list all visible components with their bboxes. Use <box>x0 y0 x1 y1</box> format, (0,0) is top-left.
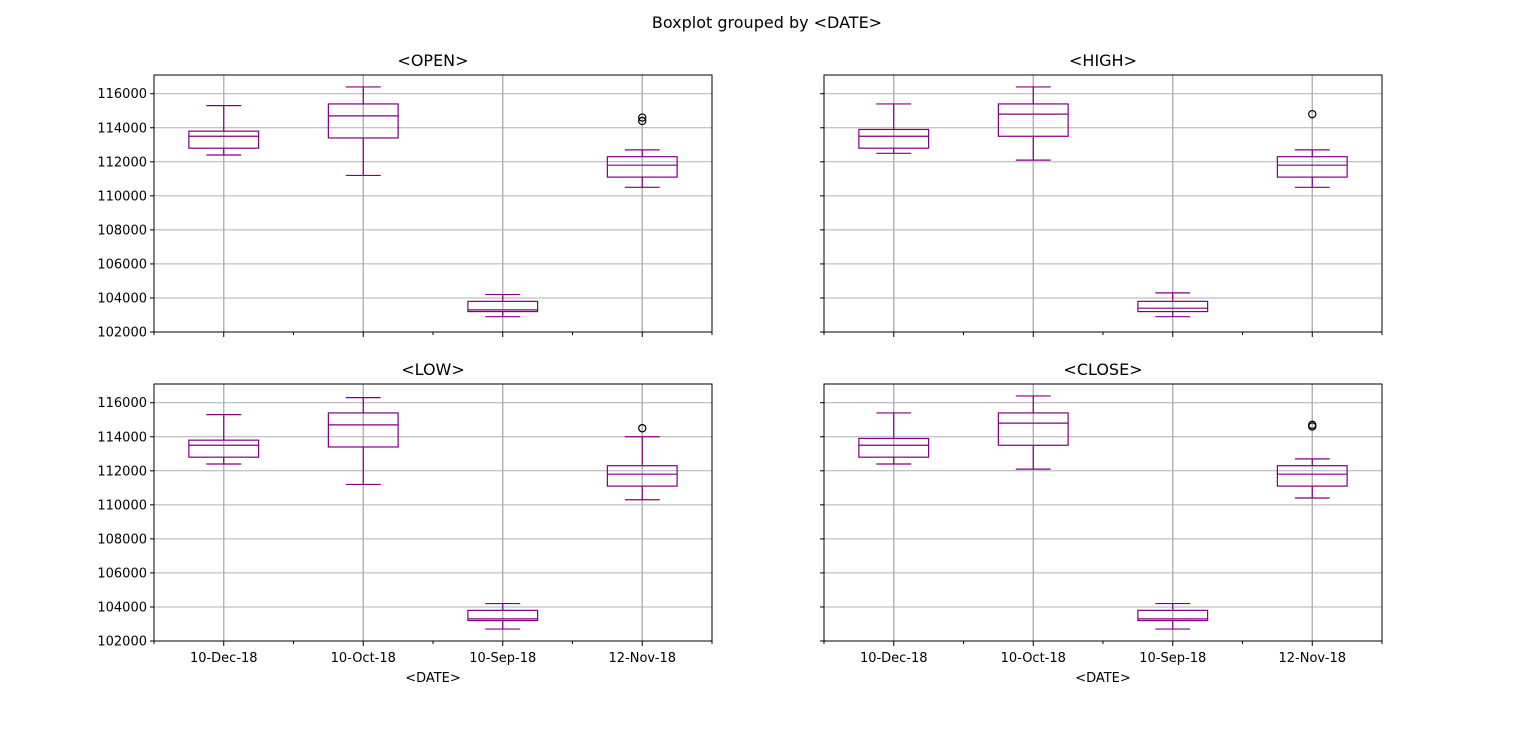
y-tick-label: 112000 <box>97 464 147 479</box>
y-tick-label: 112000 <box>97 155 147 170</box>
y-tick-label: 106000 <box>97 566 147 581</box>
box-iqr <box>327 103 399 139</box>
subplot-grid: 102000 104000 106000 108000 110000 112000 1140… <box>97 51 1383 686</box>
subplot-title: <LOW> <box>401 360 465 379</box>
box-10-Sep-18 <box>467 293 539 318</box>
box-12-Nov-18 <box>1276 420 1348 499</box>
box-10-Oct-18 <box>327 86 399 177</box>
box-12-Nov-18 <box>606 113 678 188</box>
box-10-Dec-18 <box>858 103 930 154</box>
box-10-Dec-18 <box>188 105 260 156</box>
box-10-Dec-18 <box>858 412 930 465</box>
outlier-point <box>638 424 647 433</box>
box-iqr <box>858 437 930 458</box>
outlier-point <box>1308 420 1317 430</box>
box-iqr <box>606 465 678 487</box>
y-tick-label: 108000 <box>97 532 147 547</box>
axes-frame <box>153 74 713 333</box>
subplot-3: 10-Dec-18 10-Oct-18 10-Sep-18 12-Nov-18 <CLO… <box>820 360 1383 686</box>
y-tick-label: 108000 <box>97 223 147 238</box>
box-10-Oct-18 <box>997 395 1069 470</box>
outlier-point <box>1308 109 1317 119</box>
box-10-Oct-18 <box>327 397 399 486</box>
box-iqr <box>1137 609 1209 622</box>
box-iqr <box>467 300 539 313</box>
y-tick-label: 114000 <box>97 430 147 445</box>
y-tick-label: 114000 <box>97 121 147 136</box>
box-iqr <box>188 130 260 149</box>
subplot-title: <OPEN> <box>397 51 468 70</box>
subplot-title: <CLOSE> <box>1063 360 1142 379</box>
y-tick-label: 102000 <box>97 326 147 341</box>
box-10-Oct-18 <box>997 86 1069 161</box>
subplot-0: 102000 104000 106000 108000 110000 112000 1140… <box>97 51 713 341</box>
subplot-title: <HIGH> <box>1069 51 1137 70</box>
box-10-Dec-18 <box>188 414 260 465</box>
x-tick-label: 10-Sep-18 <box>1139 651 1206 666</box>
subplot-1: <HIGH> <box>820 51 1383 337</box>
box-10-Sep-18 <box>1137 602 1209 630</box>
box-iqr <box>1276 465 1348 487</box>
axes-frame <box>823 74 1383 333</box>
outlier-point <box>638 113 647 122</box>
box-iqr <box>997 103 1069 137</box>
box-iqr <box>858 128 930 149</box>
box-10-Sep-18 <box>1137 292 1209 318</box>
x-tick-label: 12-Nov-18 <box>609 651 677 666</box>
x-axis-label: <DATE> <box>405 671 461 686</box>
box-12-Nov-18 <box>606 424 678 501</box>
x-tick-label: 10-Dec-18 <box>860 651 928 666</box>
x-tick-label: 12-Nov-18 <box>1279 651 1347 666</box>
box-iqr <box>1276 156 1348 178</box>
y-tick-label: 116000 <box>97 87 147 102</box>
box-iqr <box>467 609 539 622</box>
axes-frame <box>823 383 1383 642</box>
x-tick-label: 10-Oct-18 <box>1001 651 1066 666</box>
box-iqr <box>188 439 260 458</box>
box-iqr <box>997 412 1069 446</box>
y-tick-label: 116000 <box>97 396 147 411</box>
x-tick-label: 10-Oct-18 <box>331 651 396 666</box>
box-iqr <box>606 156 678 178</box>
y-tick-label: 110000 <box>97 498 147 513</box>
subplot-2: 102000 104000 106000 108000 110000 112000 1140… <box>97 360 713 686</box>
y-tick-label: 104000 <box>97 291 147 306</box>
x-axis-label: <DATE> <box>1075 671 1131 686</box>
x-tick-label: 10-Sep-18 <box>469 651 536 666</box>
box-iqr <box>327 412 399 448</box>
box-10-Sep-18 <box>467 602 539 630</box>
y-tick-label: 102000 <box>97 635 147 650</box>
box-iqr <box>1137 300 1209 313</box>
outlier-point <box>638 116 647 126</box>
figure-suptitle: Boxplot grouped by <DATE> <box>652 13 882 32</box>
x-tick-label: 10-Dec-18 <box>190 651 258 666</box>
box-12-Nov-18 <box>1276 109 1348 188</box>
y-tick-label: 106000 <box>97 257 147 272</box>
axes-frame <box>153 383 713 642</box>
y-tick-label: 104000 <box>97 600 147 615</box>
y-tick-label: 110000 <box>97 189 147 204</box>
